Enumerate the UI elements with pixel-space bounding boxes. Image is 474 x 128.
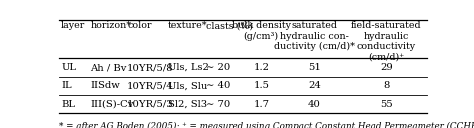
Text: color: color bbox=[127, 21, 152, 30]
Text: 10YR/5/4: 10YR/5/4 bbox=[127, 81, 174, 90]
Text: field-saturated
hydraulic
conductivity
(cm/d)⁺: field-saturated hydraulic conductivity (… bbox=[351, 21, 421, 61]
Text: 10YR/5/8: 10YR/5/8 bbox=[127, 63, 174, 72]
Text: * = after AG Boden (2005); ⁺ = measured using Compact Constant Head Permeameter : * = after AG Boden (2005); ⁺ = measured … bbox=[59, 122, 474, 128]
Text: 1.7: 1.7 bbox=[253, 100, 269, 109]
Text: Uls, Slu: Uls, Slu bbox=[168, 81, 207, 90]
Text: 8: 8 bbox=[383, 81, 389, 90]
Text: 1.2: 1.2 bbox=[253, 63, 269, 72]
Text: texture*: texture* bbox=[168, 21, 207, 30]
Text: UL: UL bbox=[61, 63, 76, 72]
Text: Ah / Bv: Ah / Bv bbox=[91, 63, 127, 72]
Text: 51: 51 bbox=[308, 63, 321, 72]
Text: 24: 24 bbox=[308, 81, 321, 90]
Text: layer: layer bbox=[61, 21, 85, 30]
Text: ∼ 70: ∼ 70 bbox=[206, 100, 230, 109]
Text: saturated
hydraulic con-
ductivity (cm/d)*: saturated hydraulic con- ductivity (cm/d… bbox=[274, 21, 355, 51]
Text: ∼ 40: ∼ 40 bbox=[206, 81, 230, 90]
Text: horizon*: horizon* bbox=[91, 21, 132, 30]
Text: clasts (%): clasts (%) bbox=[206, 21, 253, 30]
Text: III(S)-Cv: III(S)-Cv bbox=[91, 100, 134, 109]
Text: Uls, Ls2: Uls, Ls2 bbox=[168, 63, 209, 72]
Text: bulk density
(g/cm³): bulk density (g/cm³) bbox=[232, 21, 291, 41]
Text: IISdw: IISdw bbox=[91, 81, 120, 90]
Text: BL: BL bbox=[61, 100, 75, 109]
Text: IL: IL bbox=[61, 81, 72, 90]
Text: Sl2, Sl3: Sl2, Sl3 bbox=[168, 100, 207, 109]
Text: 40: 40 bbox=[308, 100, 321, 109]
Text: 55: 55 bbox=[380, 100, 392, 109]
Text: 10YR/5/3: 10YR/5/3 bbox=[127, 100, 174, 109]
Text: ∼ 20: ∼ 20 bbox=[206, 63, 230, 72]
Text: 29: 29 bbox=[380, 63, 392, 72]
Text: 1.5: 1.5 bbox=[253, 81, 269, 90]
